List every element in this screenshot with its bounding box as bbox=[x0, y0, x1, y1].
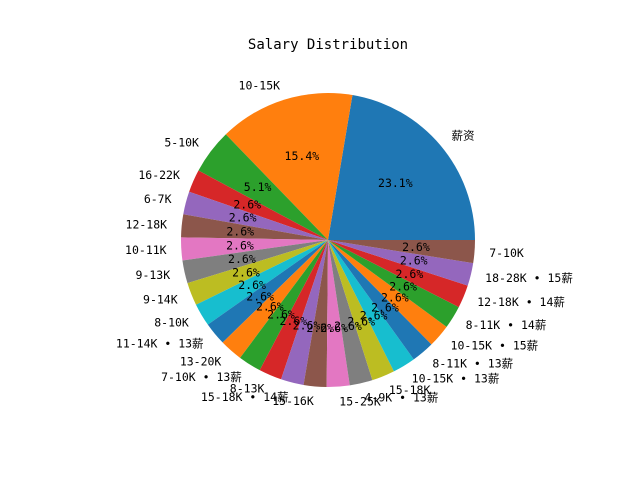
pie-slice bbox=[187, 240, 328, 305]
slice-label: 6-7K bbox=[144, 192, 172, 206]
slice-label: 8-11K • 13薪 bbox=[432, 356, 513, 370]
pie-slice bbox=[183, 191, 328, 240]
pie-slice bbox=[198, 134, 328, 240]
pie-slice bbox=[328, 240, 414, 372]
slice-percent-label: 2.6% bbox=[233, 198, 261, 212]
slice-label: 15-18K bbox=[389, 383, 431, 397]
slice-percent-label: 2.6% bbox=[267, 308, 295, 322]
pie-slice bbox=[196, 240, 328, 325]
pie-slice bbox=[181, 214, 328, 240]
slice-label: 7-10K • 13薪 bbox=[161, 370, 242, 384]
pie-slice bbox=[328, 240, 474, 286]
slice-percent-label: 2.6% bbox=[228, 252, 256, 266]
slice-percent-label: 2.6% bbox=[360, 308, 388, 322]
slice-label: 8-11K • 14薪 bbox=[466, 318, 547, 332]
pie-slice bbox=[328, 240, 459, 327]
slice-percent-label: 2.6% bbox=[293, 319, 321, 333]
pie-slice bbox=[189, 170, 328, 240]
pie-wedges bbox=[181, 92, 475, 387]
slice-label: 11-14K • 13薪 bbox=[116, 336, 204, 350]
pie-slice bbox=[303, 240, 328, 387]
slice-percent-label: 2.6% bbox=[279, 314, 307, 328]
slice-label: 18-28K • 15薪 bbox=[485, 271, 573, 285]
slice-label: 8-13K bbox=[230, 382, 265, 396]
pie-slice bbox=[181, 237, 328, 261]
slice-percent-label: 2.6% bbox=[396, 267, 424, 281]
pie-slice bbox=[259, 240, 328, 380]
pie-slice bbox=[328, 240, 373, 386]
slice-labels: 薪资 10-15K 5-10K 16-22K 6-7K 12-18K 10-11K 9-13K… bbox=[116, 79, 573, 409]
slice-percent-label: 2.6% bbox=[400, 254, 428, 268]
slice-label: 13-20K bbox=[180, 355, 222, 369]
percent-labels: 23.1%15.4%5.1%2.6%2.6%2.6%2.6%2.6%2.6%2.… bbox=[226, 149, 430, 335]
pie-slice bbox=[328, 240, 447, 345]
pie-slice bbox=[182, 240, 328, 284]
pie-slice bbox=[281, 240, 328, 385]
slice-percent-label: 2.6% bbox=[389, 279, 417, 293]
slice-percent-label: 2.6% bbox=[226, 224, 254, 238]
slice-label: 8-10K bbox=[154, 315, 189, 329]
slice-percent-label: 2.6% bbox=[256, 299, 284, 313]
pie-slice bbox=[326, 240, 350, 387]
pie-slice bbox=[328, 240, 468, 308]
pie-slice bbox=[328, 240, 432, 360]
slice-percent-label: 2.6% bbox=[402, 240, 430, 254]
pie-slice bbox=[207, 240, 328, 343]
slice-percent-label: 2.6% bbox=[226, 238, 254, 252]
slice-label: 16-22K bbox=[138, 168, 180, 182]
slice-label: 4-9K • 13薪 bbox=[365, 391, 439, 405]
pie-slice bbox=[225, 92, 353, 240]
pie-slice bbox=[328, 95, 475, 241]
pie-slice bbox=[240, 240, 328, 371]
slice-percent-label: 2.6% bbox=[334, 319, 362, 333]
slice-percent-label: 2.6% bbox=[381, 291, 409, 305]
slice-label: 5-10K bbox=[164, 136, 199, 150]
slice-label: 15-25K bbox=[339, 394, 381, 408]
slice-label: 9-14K bbox=[143, 292, 178, 306]
slice-label: 10-11K bbox=[125, 243, 167, 257]
slice-percent-label: 2.6% bbox=[229, 211, 257, 225]
slice-label: 9-13K bbox=[136, 268, 171, 282]
slice-percent-label: 2.6% bbox=[306, 321, 334, 335]
slice-label: 薪资 bbox=[451, 129, 474, 143]
slice-percent-label: 2.6% bbox=[232, 265, 260, 279]
slice-label: 10-15K bbox=[239, 79, 281, 93]
slice-label: 7-10K bbox=[489, 246, 524, 260]
slice-percent-label: 2.6% bbox=[246, 289, 274, 303]
pie-slice bbox=[328, 240, 475, 264]
slice-label: 12-18K bbox=[126, 217, 168, 231]
slice-percent-label: 2.6% bbox=[347, 315, 375, 329]
slice-percent-label: 5.1% bbox=[244, 180, 272, 194]
slice-percent-label: 15.4% bbox=[285, 149, 320, 163]
slice-percent-label: 2.6% bbox=[320, 321, 348, 335]
slice-percent-label: 2.6% bbox=[371, 300, 399, 314]
slice-percent-label: 2.6% bbox=[238, 278, 266, 292]
pie-slice bbox=[222, 240, 328, 358]
slice-label: 15-18K • 14薪 bbox=[201, 390, 289, 404]
slice-label: 10-15K • 15薪 bbox=[451, 339, 539, 353]
slice-label: 12-18K • 14薪 bbox=[477, 295, 565, 309]
chart-title: Salary Distribution bbox=[248, 37, 408, 53]
slice-label: 15-16K bbox=[272, 394, 314, 408]
slice-percent-label: 23.1% bbox=[378, 176, 413, 190]
pie-slice bbox=[328, 240, 394, 381]
slice-label: 10-15K • 13薪 bbox=[412, 371, 500, 385]
